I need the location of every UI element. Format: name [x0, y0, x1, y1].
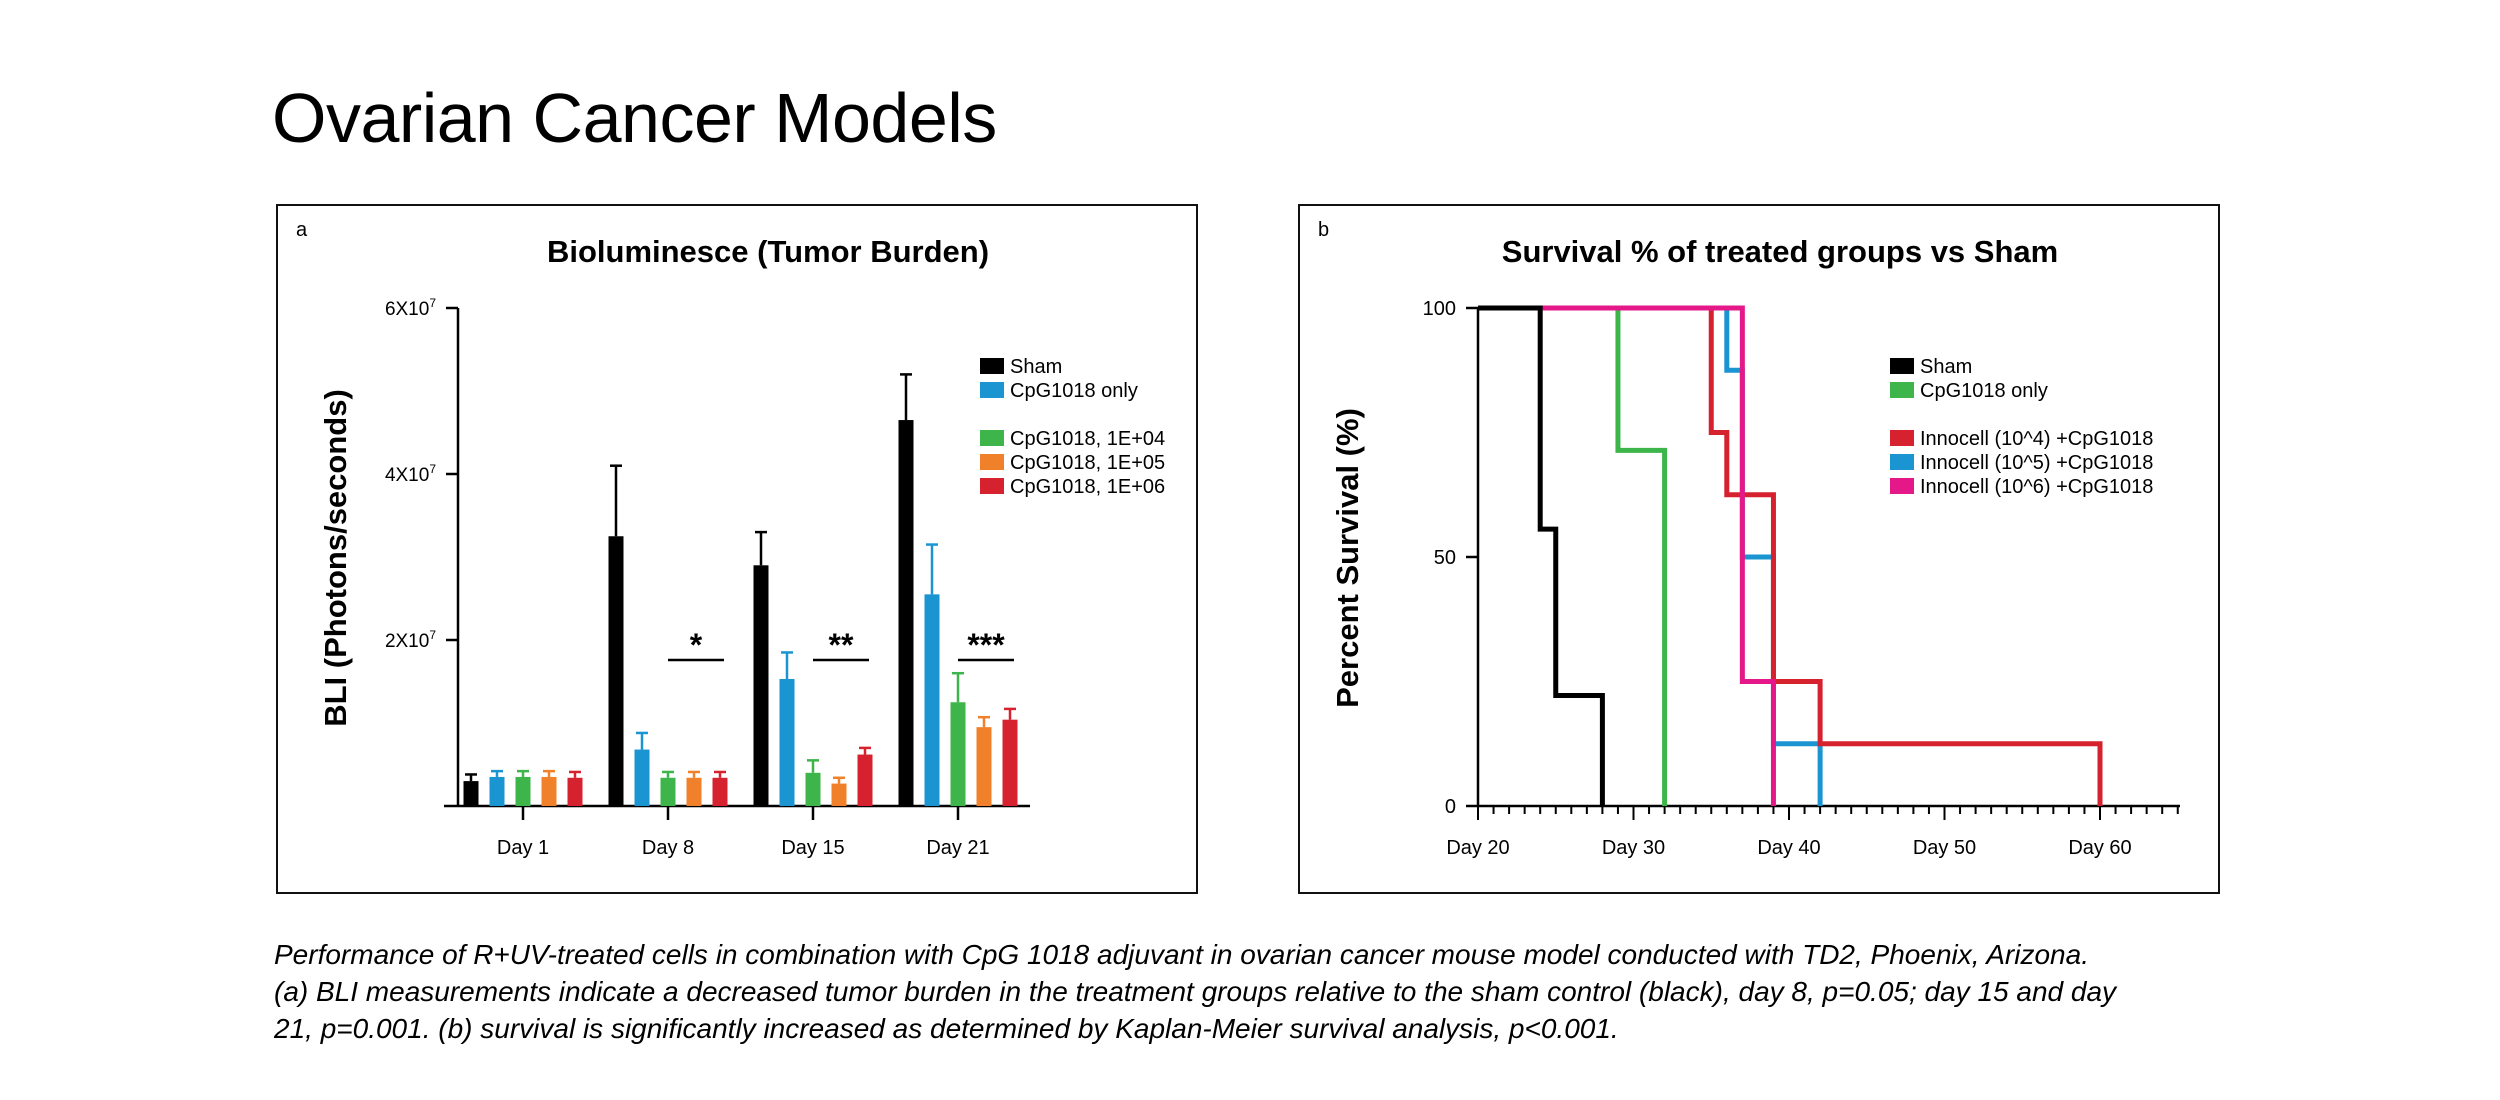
- bar-cpg1018-only: [779, 679, 795, 806]
- y-tick-label: 6X107: [385, 296, 436, 320]
- bar-sham: [463, 781, 479, 806]
- y-axis-label: BLI (Photons/seconds): [318, 389, 353, 727]
- legend-label: Innocell (10^4) +CpG1018: [1920, 428, 2153, 450]
- chart-title: Bioluminesce (Tumor Burden): [547, 234, 989, 269]
- bar-cpg1018-only: [489, 776, 505, 806]
- legend-label: CpG1018, 1E+06: [1010, 476, 1165, 498]
- bar-cpg1018-1e-06: [712, 777, 728, 806]
- bar-cpg1018-1e-04: [950, 702, 966, 806]
- legend-swatch: [980, 430, 1004, 446]
- bar-sham: [608, 536, 624, 806]
- legend-label: Innocell (10^5) +CpG1018: [1920, 452, 2153, 474]
- bar-cpg1018-only: [634, 749, 650, 806]
- survival-curve-sham: [1478, 305, 1605, 806]
- caption-line-2: (a) BLI measurements indicate a decrease…: [274, 976, 2117, 1007]
- bar-cpg1018-1e-04: [515, 776, 531, 806]
- bli-bar-chart: a Bioluminesce (Tumor Burden) BLI (Photons…: [296, 219, 1165, 859]
- legend-swatch: [980, 478, 1004, 494]
- legend-label: CpG1018 only: [1920, 380, 2048, 402]
- x-tick-label: Day 1: [497, 837, 549, 859]
- legend-label: CpG1018, 1E+04: [1010, 428, 1165, 450]
- legend-label: CpG1018, 1E+05: [1010, 452, 1165, 474]
- y-axis-label: Percent Survival (%): [1330, 408, 1365, 708]
- bar-cpg1018-1e-05: [686, 777, 702, 806]
- y-tick-label: 0: [1445, 796, 1456, 818]
- bar-sham: [753, 565, 769, 806]
- y-tick-label: 100: [1423, 298, 1456, 320]
- y-tick-label: 4X107: [385, 462, 436, 486]
- legend-swatch: [980, 454, 1004, 470]
- bar-cpg1018-1e-05: [976, 727, 992, 806]
- survival-curve-innocell-10-6-cpg1018: [1478, 305, 1776, 806]
- significance-label: *: [690, 627, 703, 663]
- legend-swatch: [980, 358, 1004, 374]
- legend-swatch: [1890, 382, 1914, 398]
- page-title: Ovarian Cancer Models: [272, 79, 997, 157]
- x-tick-label: Day 50: [1913, 837, 1976, 859]
- bar-cpg1018-1e-05: [831, 783, 847, 806]
- legend-swatch: [1890, 478, 1914, 494]
- significance-label: ***: [967, 627, 1005, 663]
- legend-label: Innocell (10^6) +CpG1018: [1920, 476, 2153, 498]
- y-tick-label: 50: [1434, 547, 1456, 569]
- panel-label-a: a: [296, 219, 308, 241]
- survival-curve-cpg1018-only: [1478, 305, 1668, 806]
- caption-line-1: Performance of R+UV-treated cells in com…: [274, 939, 2089, 970]
- x-tick-label: Day 60: [2068, 837, 2131, 859]
- legend-swatch: [980, 382, 1004, 398]
- bli-chart-panel: a Bioluminesce (Tumor Burden) BLI (Photons…: [276, 204, 1198, 894]
- bar-cpg1018-1e-04: [805, 772, 821, 806]
- caption-line-3: 21, p=0.001. (b) survival is significant…: [274, 1013, 1619, 1044]
- y-tick-label: 2X107: [385, 628, 436, 652]
- significance-label: **: [829, 627, 854, 663]
- bar-cpg1018-1e-06: [1002, 719, 1018, 806]
- legend-label: Sham: [1010, 356, 1062, 378]
- legend-swatch: [1890, 454, 1914, 470]
- chart-title: Survival % of treated groups vs Sham: [1502, 234, 2058, 269]
- survival-chart-panel: b Survival % of treated groups vs Sham Per…: [1298, 204, 2220, 894]
- legend-label: Sham: [1920, 356, 1972, 378]
- x-tick-label: Day 40: [1757, 837, 1820, 859]
- bar-cpg1018-1e-06: [567, 777, 583, 806]
- legend-swatch: [1890, 430, 1914, 446]
- bar-cpg1018-1e-04: [660, 777, 676, 806]
- legend-swatch: [1890, 358, 1914, 374]
- bar-cpg1018-1e-06: [857, 754, 873, 806]
- legend-label: CpG1018 only: [1010, 380, 1138, 402]
- bar-sham: [898, 420, 914, 806]
- bar-cpg1018-1e-05: [541, 776, 557, 806]
- survival-curve-innocell-10-4-cpg1018: [1478, 305, 2103, 806]
- x-tick-label: Day 21: [926, 837, 989, 859]
- survival-curve-innocell-10-5-cpg1018: [1478, 305, 1823, 806]
- x-tick-label: Day 30: [1602, 837, 1665, 859]
- survival-line-chart: b Survival % of treated groups vs Sham Per…: [1318, 219, 2180, 859]
- x-tick-label: Day 15: [781, 837, 844, 859]
- bar-cpg1018-only: [924, 594, 940, 806]
- x-tick-label: Day 8: [642, 837, 694, 859]
- x-tick-label: Day 20: [1446, 837, 1509, 859]
- panel-label-b: b: [1318, 219, 1329, 241]
- figure-caption: Performance of R+UV-treated cells in com…: [274, 936, 2234, 1047]
